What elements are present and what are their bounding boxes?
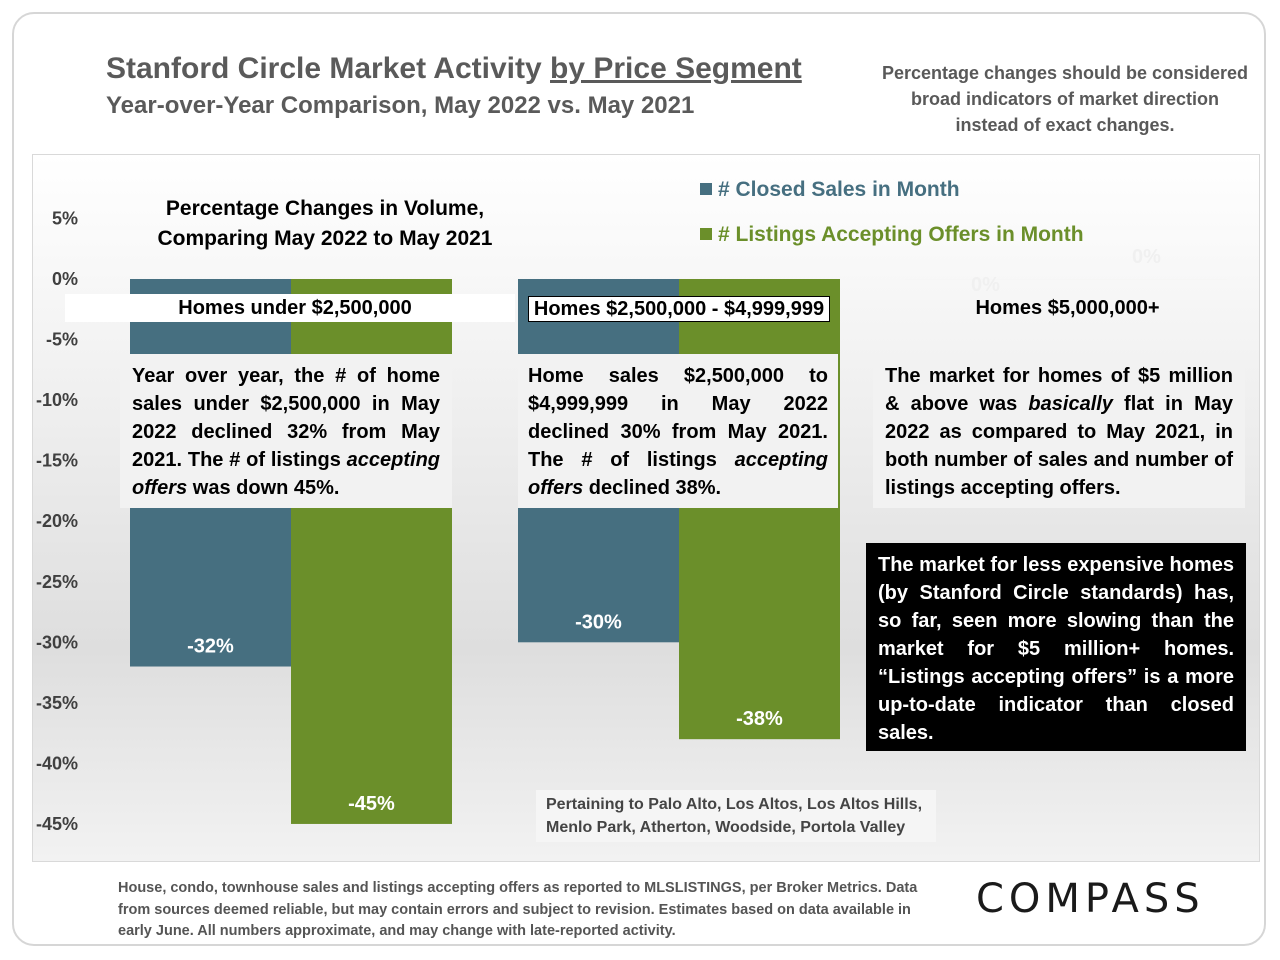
data-label-listings-offers-over-5m: 0% xyxy=(1132,246,1161,268)
title-underlined-part: by Price Segment xyxy=(550,52,802,85)
data-label-closed-sales-2-5m-to-5m: -30% xyxy=(575,611,622,633)
category-label-strip xyxy=(65,294,515,322)
page-title: Stanford Circle Market Activity by Price… xyxy=(106,52,802,85)
y-tick-label: -20% xyxy=(36,511,78,531)
category-label-under-2-5m: Homes under $2,500,000 xyxy=(178,297,412,319)
y-tick-label: -25% xyxy=(36,572,78,592)
annotation-over-5m: The market for homes of $5 million & abo… xyxy=(873,354,1245,508)
callout-box: The market for less expensive homes (by … xyxy=(866,543,1246,751)
y-tick-label: -45% xyxy=(36,814,78,834)
y-tick-label: -15% xyxy=(36,451,78,471)
legend-swatch-closed-sales xyxy=(700,183,712,195)
category-label-2-5m-to-5m: Homes $2,500,000 - $4,999,999 xyxy=(528,296,830,322)
data-label-closed-sales-over-5m: 0% xyxy=(971,274,1000,296)
y-tick-label: 0% xyxy=(52,269,78,289)
bar-listings-offers-2-5m-to-5m xyxy=(679,279,840,740)
chart-title: Percentage Changes in Volume, Comparing … xyxy=(157,197,493,250)
category-label-over-5m: Homes $5,000,000+ xyxy=(975,297,1160,319)
y-tick-label: -10% xyxy=(36,390,78,410)
disclaimer-note: Percentage changes should be considered … xyxy=(881,63,1249,135)
compass-logo: COMPASS xyxy=(976,876,1205,922)
data-label-listings-offers-under-2-5m: -45% xyxy=(348,793,395,815)
data-label-closed-sales-under-2-5m: -32% xyxy=(187,636,234,658)
legend-item-closed-sales: # Closed Sales in Month xyxy=(700,178,960,202)
legend-swatch-listings-offers xyxy=(700,228,712,240)
page-subtitle: Year-over-Year Comparison, May 2022 vs. … xyxy=(106,92,695,119)
annotation-under-2-5m: Year over year, the # of home sales unde… xyxy=(120,354,452,508)
footer-source-note: House, condo, townhouse sales and listin… xyxy=(118,880,918,939)
pertaining-cities-note: Pertaining to Palo Alto, Los Altos, Los … xyxy=(536,790,936,842)
annotation-mid-range: Home sales $2,500,000 to $4,999,999 in M… xyxy=(518,354,838,508)
y-tick-label: 5% xyxy=(52,208,78,228)
y-tick-label: -30% xyxy=(36,632,78,652)
legend-item-listings-offers: # Listings Accepting Offers in Month xyxy=(700,223,1084,247)
data-label-listings-offers-2-5m-to-5m: -38% xyxy=(736,708,783,730)
y-tick-label: -5% xyxy=(46,330,78,350)
y-tick-label: -35% xyxy=(36,693,78,713)
y-tick-label: -40% xyxy=(36,753,78,773)
